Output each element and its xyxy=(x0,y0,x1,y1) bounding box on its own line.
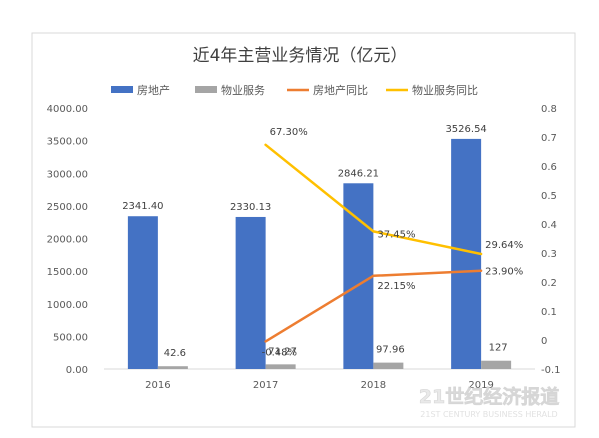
bar-data-label: 127 xyxy=(489,343,508,354)
bar-property-service xyxy=(265,364,296,369)
watermark-line2: 21ST CENTURY BUSINESS HERALD xyxy=(420,410,557,419)
line-data-label: 29.64% xyxy=(485,240,523,251)
left-axis-tick-label: 0.00 xyxy=(66,365,88,376)
line-data-label: 22.15% xyxy=(377,281,415,292)
right-axis-tick-label: 0.7 xyxy=(541,133,557,144)
bar-property-service xyxy=(481,360,512,369)
bar-real-estate xyxy=(127,216,158,369)
right-axis-tick-label: 0.5 xyxy=(541,191,557,202)
x-axis-ticks: 2016 2017 2018 2019 xyxy=(145,380,494,391)
line-data-label: -0.48% xyxy=(262,347,297,358)
left-axis-tick-label: 500.00 xyxy=(53,332,88,343)
left-axis-tick-label: 2500.00 xyxy=(47,202,88,213)
bar-property-service xyxy=(373,362,404,369)
legend-swatch xyxy=(195,86,217,93)
x-axis-tick-label: 2016 xyxy=(145,380,170,391)
right-axis-tick-label: 0 xyxy=(541,336,547,347)
right-axis-tick-label: -0.1 xyxy=(541,365,561,376)
left-axis-tick-label: 1500.00 xyxy=(47,267,88,278)
line-data-label: 67.30% xyxy=(270,127,308,138)
right-axis-tick-label: 0.6 xyxy=(541,162,557,173)
line-data-label: 37.45% xyxy=(377,229,415,240)
bar-data-label: 2341.40 xyxy=(122,201,163,212)
legend-swatch xyxy=(111,86,133,93)
legend-label: 物业服务 xyxy=(221,83,265,97)
chart-title: 近4年主营业务情况（亿元） xyxy=(193,46,408,66)
line-property-service-yoy xyxy=(264,143,483,256)
x-axis-tick-label: 2018 xyxy=(361,380,386,391)
watermark: 21世纪经济报道 21ST CENTURY BUSINESS HERALD xyxy=(418,385,559,419)
bar-data-label: 97.96 xyxy=(376,345,405,356)
bar-property-service xyxy=(157,366,188,369)
bar-real-estate xyxy=(235,216,266,369)
legend: 房地产 物业服务 房地产同比 物业服务同比 xyxy=(111,83,478,97)
bar-data-label: 71.27 xyxy=(268,346,297,357)
bar-data-label: 42.6 xyxy=(164,348,186,359)
right-axis-tick-label: 0.4 xyxy=(541,220,557,231)
x-axis-tick-label: 2017 xyxy=(253,380,278,391)
watermark-line1: 21世纪经济报道 xyxy=(419,385,559,408)
legend-label: 房地产同比 xyxy=(313,83,368,97)
left-axis-tick-label: 2000.00 xyxy=(47,235,88,246)
right-axis: -0.1 0 0.1 0.2 0.3 0.4 0.5 0.6 0.7 0.8 xyxy=(541,104,561,376)
left-axis-tick-label: 4000.00 xyxy=(47,104,88,115)
right-axis-tick-label: 0.2 xyxy=(541,278,557,289)
bar-data-label: 3526.54 xyxy=(445,124,486,135)
left-axis-tick-label: 3500.00 xyxy=(47,137,88,148)
bar-real-estate xyxy=(343,183,374,369)
x-axis-tick-label: 2019 xyxy=(468,380,493,391)
legend-label: 房地产 xyxy=(137,83,170,97)
bar-data-label: 2330.13 xyxy=(230,202,271,213)
left-axis-tick-label: 1000.00 xyxy=(47,300,88,311)
data-labels: 2341.40 2330.13 2846.21 3526.54 42.6 71.27 97.… xyxy=(122,124,523,359)
line-data-label: 23.90% xyxy=(485,267,523,278)
left-axis-tick-label: 3000.00 xyxy=(47,169,88,180)
bar-data-label: 2846.21 xyxy=(338,168,379,179)
right-axis-tick-label: 0.8 xyxy=(541,104,557,115)
right-axis-tick-label: 0.1 xyxy=(541,307,557,318)
right-axis-tick-label: 0.3 xyxy=(541,249,557,260)
legend-label: 物业服务同比 xyxy=(412,83,478,97)
left-axis: 0.00 500.00 1000.00 1500.00 2000.00 2500.00 30… xyxy=(47,104,88,376)
lines xyxy=(264,143,483,343)
line-real-estate-yoy xyxy=(264,269,483,343)
